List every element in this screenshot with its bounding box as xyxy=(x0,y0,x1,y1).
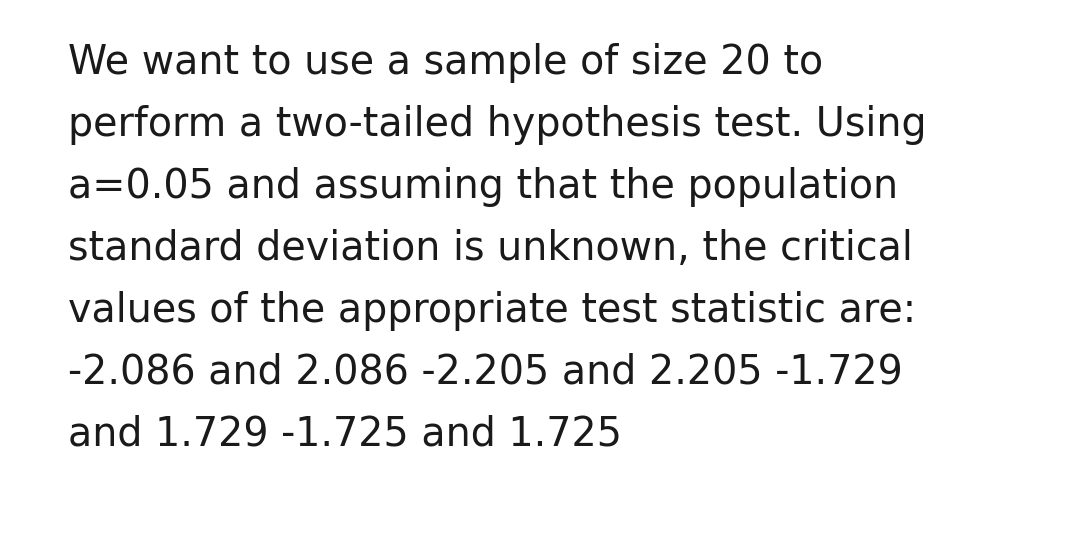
Text: -2.086 and 2.086 -2.205 and 2.205 -1.729: -2.086 and 2.086 -2.205 and 2.205 -1.729 xyxy=(68,353,903,393)
Text: We want to use a sample of size 20 to: We want to use a sample of size 20 to xyxy=(68,43,823,83)
Text: and 1.729 -1.725 and 1.725: and 1.729 -1.725 and 1.725 xyxy=(68,415,622,455)
Text: perform a two-tailed hypothesis test. Using: perform a two-tailed hypothesis test. Us… xyxy=(68,105,927,145)
Text: values of the appropriate test statistic are:: values of the appropriate test statistic… xyxy=(68,291,916,331)
Text: a=0.05 and assuming that the population: a=0.05 and assuming that the population xyxy=(68,167,899,207)
Text: standard deviation is unknown, the critical: standard deviation is unknown, the criti… xyxy=(68,229,913,269)
